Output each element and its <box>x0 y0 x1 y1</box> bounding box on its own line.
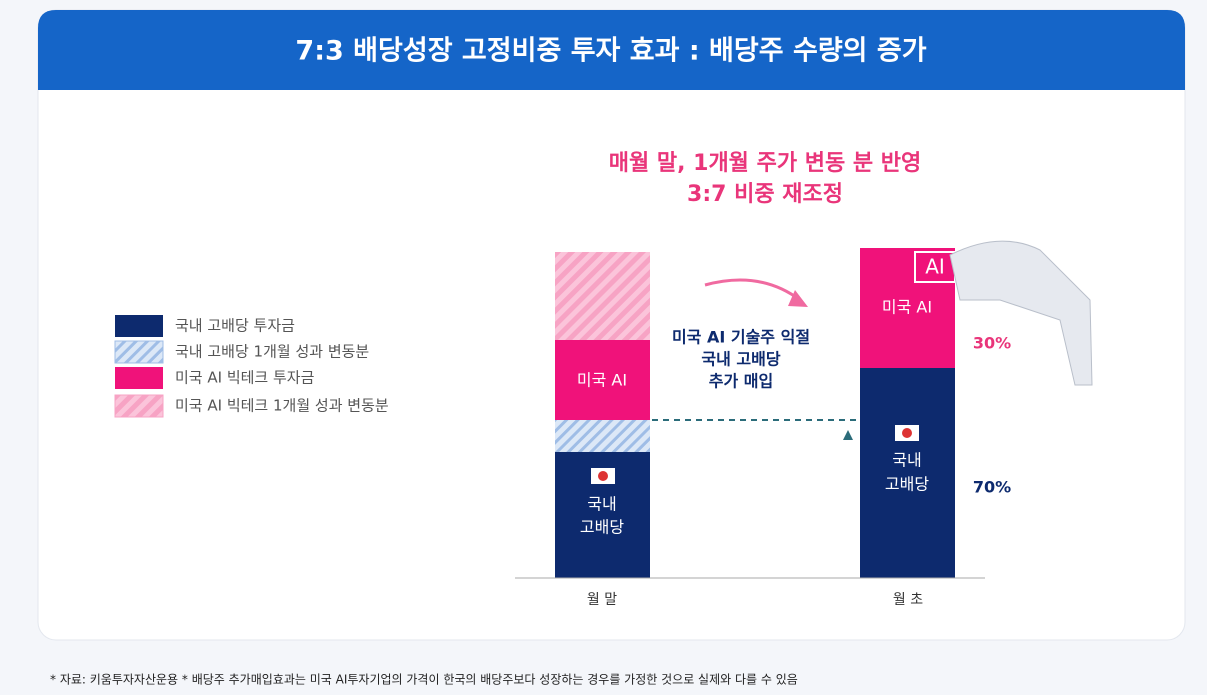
legend-swatch <box>114 340 164 364</box>
flag-mark <box>902 428 912 438</box>
arrow <box>704 278 801 302</box>
bar-label: 월 초 <box>893 592 923 608</box>
note: 국내 고배당 <box>701 350 780 369</box>
us-segment <box>555 340 650 420</box>
note: 추가 매입 <box>709 372 773 391</box>
flag-mark <box>598 471 608 481</box>
title: 7:3 배당성장 고정비중 투자 효과 : 배당주 수량의 증가 <box>295 36 926 67</box>
legend-label: 미국 AI 빅테크 투자금 <box>175 369 315 387</box>
segment-label: 고배당 <box>885 475 929 494</box>
callout: 매월 말, 1개월 주가 변동 분 반영 <box>609 151 922 176</box>
segment-label: 국내 <box>892 451 921 470</box>
legend-swatch <box>114 394 164 418</box>
segment-label: 미국 AI <box>577 371 627 390</box>
legend-swatch <box>115 367 163 389</box>
legend-label: 미국 AI 빅테크 1개월 성과 변동분 <box>175 397 389 415</box>
kr-change <box>555 420 650 452</box>
arrow-head <box>788 290 808 307</box>
legend-label: 국내 고배당 투자금 <box>175 317 295 335</box>
triangle <box>843 430 853 440</box>
ai-badge: AI <box>925 255 945 279</box>
note: 미국 AI 기술주 익절 <box>672 328 810 347</box>
us-segment <box>860 248 955 368</box>
legend-label: 국내 고배당 1개월 성과 변동분 <box>175 343 369 361</box>
legend-swatch <box>115 315 163 337</box>
share-label: 70% <box>973 478 1011 497</box>
header-bar <box>38 10 1185 90</box>
segment-label: 국내 <box>587 495 616 514</box>
segment-label: 고배당 <box>580 518 624 537</box>
callout: 3:7 비중 재조정 <box>687 182 843 207</box>
kr-segment <box>860 368 955 578</box>
share-label: 30% <box>973 334 1011 353</box>
footnote: * 자료: 키움투자자산운용 * 배당주 추가매입효과는 미국 AI투자기업의 … <box>50 673 798 687</box>
robot-hand <box>949 240 1093 386</box>
us-change <box>555 252 650 340</box>
bar-label: 월 말 <box>587 592 617 608</box>
segment-label: 미국 AI <box>882 298 932 317</box>
